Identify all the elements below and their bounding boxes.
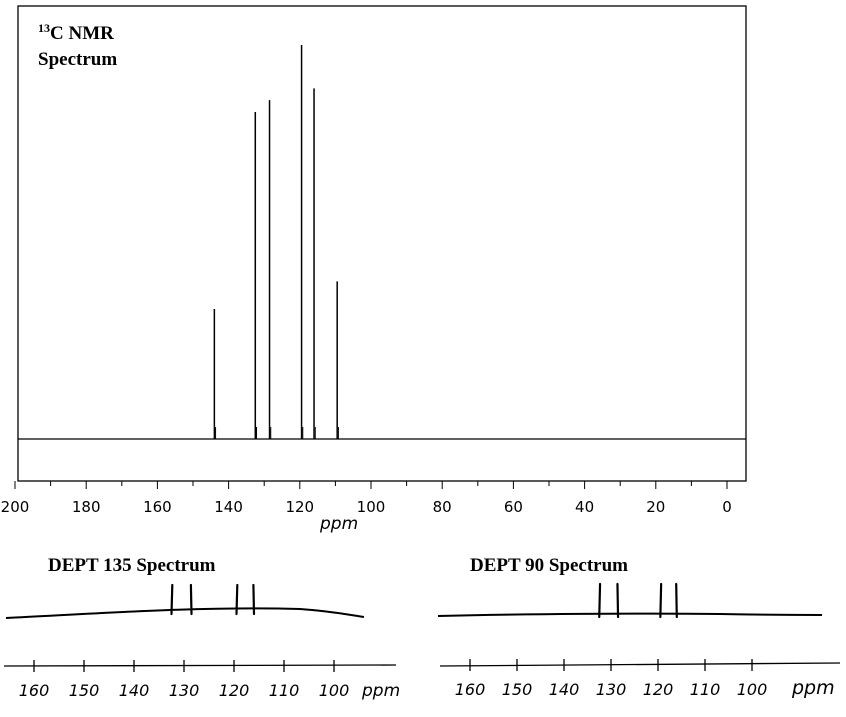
dept135-peak: [235, 583, 239, 616]
c13-nmr-panel: 13C NMR Spectrum 200 180 160 140 120 100 80 60 4…: [1, 5, 747, 534]
dept135-tick-label: 120: [219, 681, 250, 700]
c13-tick-label: 80: [433, 498, 452, 516]
dept135-title: DEPT 135 Spectrum: [48, 555, 216, 576]
dept90-tick-label: 130: [596, 680, 627, 699]
dept135-x-axis: 160 150 140 130 120 110 100: [19, 660, 350, 700]
dept90-title: DEPT 90 Spectrum: [470, 555, 628, 576]
dept135-peak: [170, 583, 174, 616]
c13-xlabel: ppm: [319, 514, 358, 534]
dept90-tick-label: 160: [455, 680, 486, 699]
dept135-tick-label: 100: [319, 681, 350, 700]
c13-tick-label: 180: [72, 498, 101, 516]
dept90-axis-line: [439, 662, 841, 667]
c13-title-superscript: 13: [38, 21, 50, 35]
dept135-xlabel: ppm: [361, 681, 400, 701]
dept90-peak: [675, 582, 678, 619]
c13-plot-frame: [17, 5, 747, 482]
dept90-tick-label: 150: [502, 680, 533, 699]
dept135-peaks: [170, 583, 256, 616]
dept90-tick-label: 120: [643, 680, 674, 699]
dept90-x-axis: 160 150 140 130 120 110 100: [455, 659, 768, 699]
c13-tick-label: 20: [646, 498, 665, 516]
dept90-xlabel: ppm: [791, 677, 835, 699]
dept135-axis-line: [3, 664, 397, 667]
dept90-panel: DEPT 90 Spectrum 160 150 140 130 120 110 100 p…: [437, 555, 841, 699]
dept135-tick-label: 160: [19, 681, 50, 700]
dept135-tick-label: 130: [169, 681, 200, 700]
dept135-tick-label: 140: [119, 681, 150, 700]
dept135-tick-label: 150: [69, 681, 100, 700]
c13-title-main: C NMR: [50, 23, 114, 44]
dept135-trace-baseline: [5, 607, 365, 619]
dept90-trace-baseline: [437, 612, 823, 617]
dept135-peak: [189, 583, 193, 616]
c13-tick-label: 160: [143, 498, 172, 516]
c13-tick-label: 40: [575, 498, 594, 516]
c13-title: 13C NMR: [38, 21, 114, 44]
c13-peaks: [213, 45, 339, 439]
c13-title-line2: Spectrum: [38, 49, 117, 70]
dept90-peak: [598, 582, 602, 619]
c13-tick-label: 60: [504, 498, 523, 516]
c13-tick-label: 140: [214, 498, 243, 516]
c13-tick-label: 200: [1, 498, 30, 516]
dept135-peak: [252, 583, 256, 616]
dept90-tick-label: 110: [690, 680, 721, 699]
dept90-tick-label: 100: [737, 680, 768, 699]
dept135-tick-label: 110: [269, 681, 300, 700]
dept90-peak: [659, 582, 663, 619]
dept90-peak: [616, 582, 620, 619]
dept90-tick-label: 140: [549, 680, 580, 699]
c13-tick-label: 120: [285, 498, 314, 516]
dept135-panel: DEPT 135 Spectrum 160 150 140 130 120 110 100 …: [3, 555, 400, 701]
dept90-peaks: [598, 582, 678, 619]
c13-x-axis: 200 180 160 140 120 100 80 60 40 20 0: [1, 481, 732, 516]
c13-tick-label: 0: [722, 498, 732, 516]
c13-tick-label: 100: [357, 498, 386, 516]
